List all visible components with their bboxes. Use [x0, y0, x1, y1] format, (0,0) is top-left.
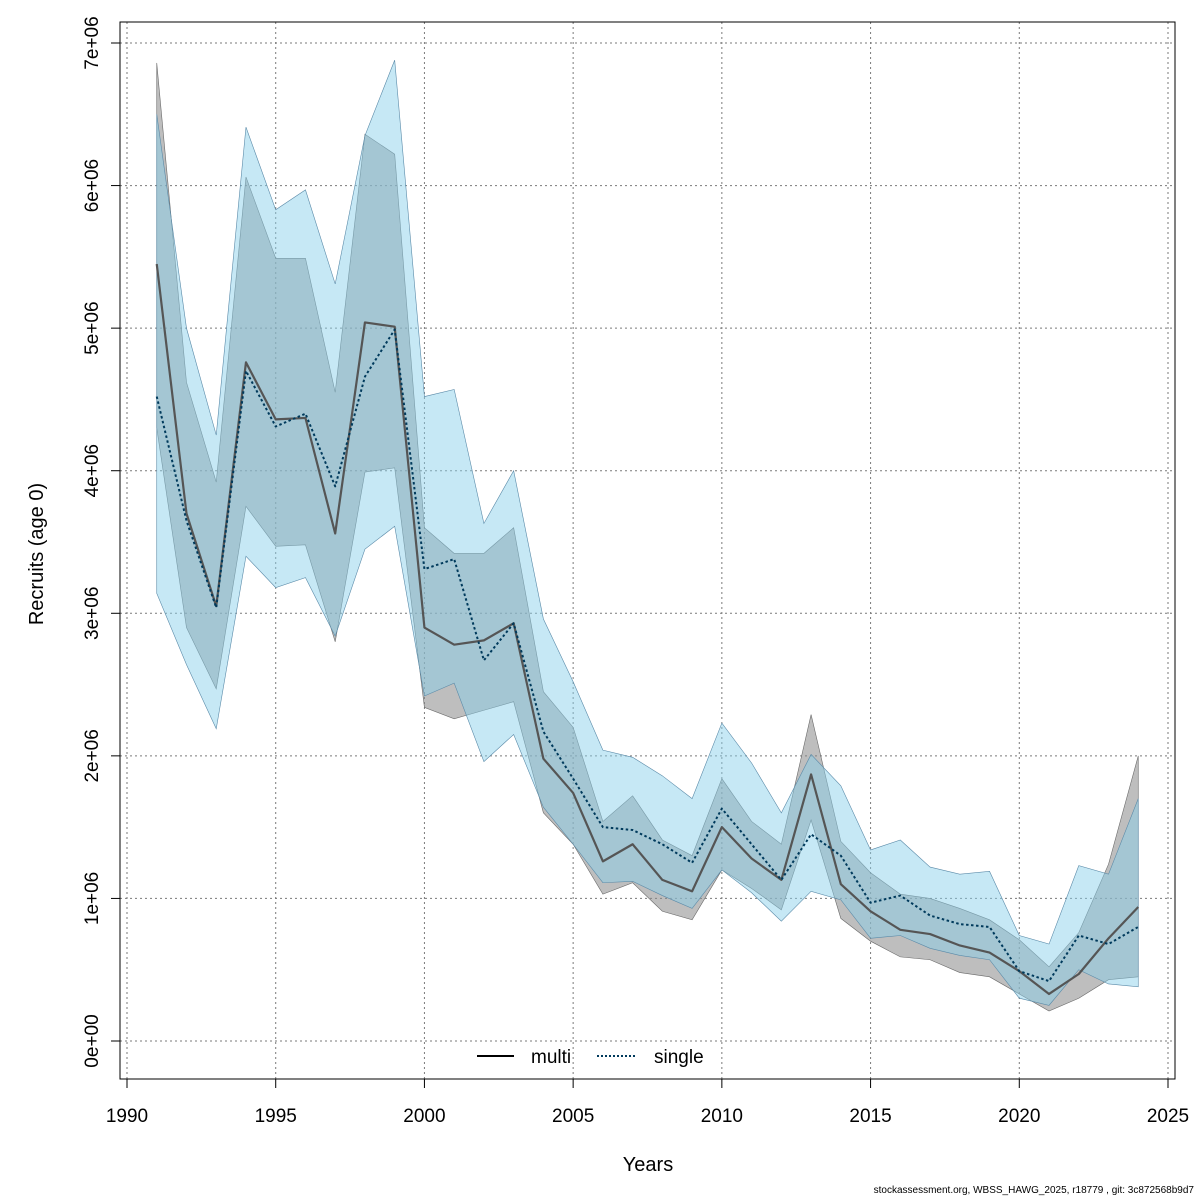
x-tick-label-2005: 2005: [552, 1106, 594, 1127]
x-tick-label-1990: 1990: [106, 1106, 148, 1127]
confidence-bands: [156, 59, 1139, 1012]
axes: 1990 1995 2000 2005 2010 2015 2020 2025 0e+00 1e+…: [82, 16, 1189, 1127]
grid: [120, 22, 1175, 1079]
x-tick-label-2000: 2000: [403, 1106, 445, 1127]
x-axis-title: Years: [623, 1154, 673, 1176]
legend-label-multi: multi: [531, 1047, 571, 1068]
y-tick-label-5: 5e+06: [82, 301, 103, 354]
y-tick-label-4: 4e+06: [82, 444, 103, 497]
y-axis-title: Recruits (age 0): [26, 483, 48, 625]
y-tick-label-1: 1e+06: [82, 872, 103, 925]
y-tick-label-6: 6e+06: [82, 159, 103, 212]
confidence-band-single: [156, 59, 1139, 1006]
series-line-multi: [155, 263, 1140, 996]
x-tick-label-2015: 2015: [849, 1106, 891, 1127]
x-tick-label-2010: 2010: [701, 1106, 743, 1127]
legend-label-single: single: [654, 1047, 704, 1068]
y-tick-label-0: 0e+00: [82, 1014, 103, 1067]
x-tick-label-2020: 2020: [998, 1106, 1040, 1127]
y-tick-label-3: 3e+06: [82, 587, 103, 640]
series-lines: [155, 263, 1140, 996]
x-tick-label-2025: 2025: [1147, 1106, 1189, 1127]
x-tick-label-1995: 1995: [255, 1106, 297, 1127]
legend: multi single: [477, 1047, 704, 1068]
y-tick-label-7: 7e+06: [82, 16, 103, 69]
y-tick-label-2: 2e+06: [82, 729, 103, 782]
footer-note: stockassessment.org, WBSS_HAWG_2025, r18…: [873, 1185, 1194, 1196]
